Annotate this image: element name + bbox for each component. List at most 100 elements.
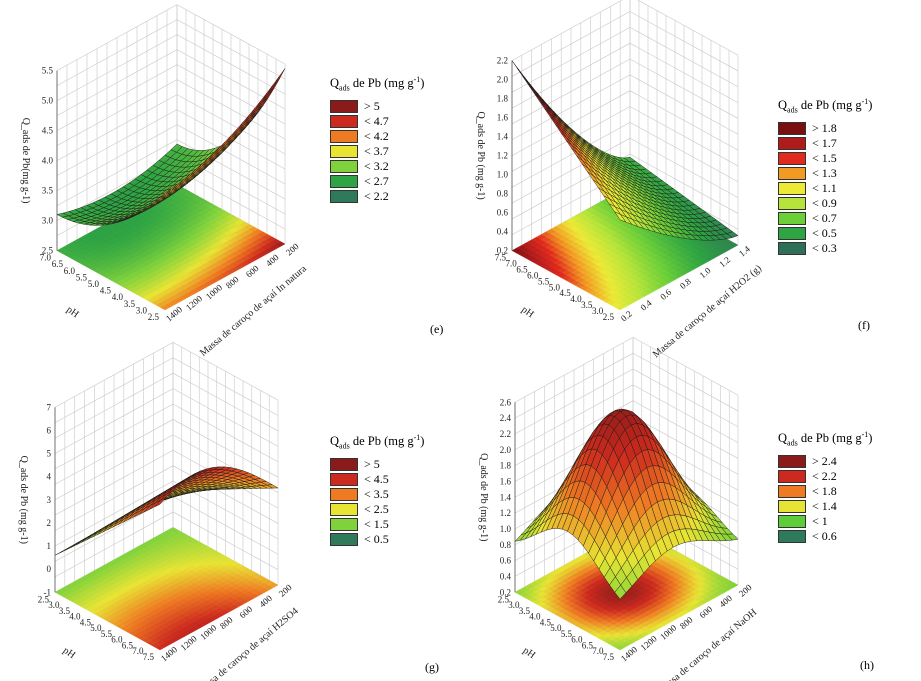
x-tick-label: 3.0 <box>592 306 604 316</box>
legend-item: < 0.5 <box>778 226 872 241</box>
legend-label: < 1.5 <box>364 516 389 531</box>
x-tick-label: 3.5 <box>59 606 71 616</box>
y-tick-label: 200 <box>277 582 294 599</box>
legend-swatch <box>778 121 806 135</box>
legend-item: < 4.5 <box>330 472 424 487</box>
x-tick-label: 4.0 <box>112 292 124 302</box>
x-tick-label: 7.5 <box>143 652 155 662</box>
panel-label-e: (e) <box>430 322 444 336</box>
z-tick-label: 1 <box>47 541 52 551</box>
x-tick-label: 4.0 <box>570 294 582 304</box>
legend-item: < 1.3 <box>778 166 872 181</box>
y-tick-label: 0.6 <box>658 287 673 302</box>
plot-group: 5.55.04.54.03.53.02.57.06.56.05.55.04.54… <box>20 4 309 359</box>
x-tick-label: 5.5 <box>538 276 550 286</box>
legend-h: Qads de Pb (mg g-1) > 2.4 < 2.2 < 1.8 < 1.4… <box>778 430 872 544</box>
x-tick-label: 3.0 <box>508 600 520 610</box>
panel-label-f: (f) <box>858 318 870 332</box>
z-tick-label: 2.4 <box>500 413 512 423</box>
x-tick-label: 6.0 <box>527 270 539 280</box>
legend-item: < 1 <box>778 514 872 529</box>
legend-item: < 0.7 <box>778 211 872 226</box>
legend-label: < 2.2 <box>364 188 389 203</box>
legend-swatch <box>330 174 358 188</box>
legend-label: < 1.3 <box>812 165 837 180</box>
legend-item: < 2.2 <box>778 469 872 484</box>
legend-item: < 2.7 <box>330 174 424 189</box>
legend-item: < 1.1 <box>778 181 872 196</box>
y-tick-label: 0.2 <box>619 309 634 324</box>
legend-label: < 3.5 <box>364 486 389 501</box>
legend-swatch <box>330 487 358 501</box>
legend-swatch <box>330 189 358 203</box>
z-tick-label: 1.8 <box>497 94 509 104</box>
z-tick-label: 2 <box>47 518 52 528</box>
plot-group: 2.22.01.81.61.41.21.00.80.60.40.27.57.06… <box>475 0 764 360</box>
legend-swatch <box>778 151 806 165</box>
x-tick-label: 5.5 <box>561 629 573 639</box>
z-tick-label: 4.5 <box>42 126 54 136</box>
z-axis-title: Q_ads de Pb (mg g-1) <box>475 111 486 199</box>
x-tick-label: 6.0 <box>111 635 123 645</box>
legend-label: < 1.1 <box>812 180 837 195</box>
legend-swatch <box>778 529 806 543</box>
x-tick-label: 4.5 <box>100 286 112 296</box>
response-surface <box>54 466 279 556</box>
z-tick-label: 2.2 <box>500 429 511 439</box>
legend-swatch <box>330 114 358 128</box>
z-tick-label: 2.2 <box>497 56 508 66</box>
x-axis-title: pH <box>521 645 537 661</box>
z-tick-label: 2.0 <box>500 445 512 455</box>
z-tick-label: 3.5 <box>42 186 54 196</box>
chart-panel-f: 2.2 2.0 1.8 1.6 1.4 1.2 1.0 0.8 0.6 0.4 0.2 7.5 7.0 6… <box>460 0 921 360</box>
legend-swatch <box>330 457 358 471</box>
x-tick-label: 3.5 <box>519 606 531 616</box>
legend-swatch <box>330 99 358 113</box>
legend-swatch <box>778 514 806 528</box>
legend-title: Qads de Pb (mg g-1) <box>330 75 425 93</box>
legend-label: > 5 <box>364 456 380 471</box>
x-tick-label: 6.0 <box>64 266 76 276</box>
plot-group: 7 6 5 4 3 2 1 0 -12.53.03.54.04.55.05.56.06.57.0… <box>18 342 301 681</box>
z-tick-label: 0 <box>47 564 52 574</box>
legend-swatch <box>778 484 806 498</box>
x-tick-label: 7.0 <box>40 253 52 263</box>
z-tick-label: 1.2 <box>500 508 511 518</box>
x-tick-label: 5.0 <box>550 623 562 633</box>
legend-item: < 1.5 <box>330 517 424 532</box>
legend-title: Qads de Pb (mg g-1) <box>330 433 425 451</box>
z-tick-label: 3 <box>47 495 52 505</box>
legend-item: > 1.8 <box>778 121 872 136</box>
x-tick-label: 6.5 <box>582 640 594 650</box>
z-tick-label: 1.4 <box>500 492 512 502</box>
legend-item: < 4.7 <box>330 114 424 129</box>
legend-swatch <box>778 469 806 483</box>
legend-label: < 4.2 <box>364 128 389 143</box>
response-surface <box>511 60 739 241</box>
chart-panel-g: 7 6 5 4 3 2 1 0 -1 2.5 3.0 3.5 4.0 4.5 5.0 5.5 6.0 6.5 7.0… <box>0 340 460 681</box>
legend-label: < 0.5 <box>812 225 837 240</box>
legend-label: < 1.8 <box>812 483 837 498</box>
x-tick-label: 6.5 <box>52 259 64 269</box>
x-tick-label: 3.0 <box>136 305 148 315</box>
z-tick-label: 2.5 <box>42 246 54 256</box>
x-tick-label: 7.5 <box>603 652 615 662</box>
legend-label: < 2.2 <box>812 468 837 483</box>
z-tick-label: 1.6 <box>497 113 509 123</box>
z-tick-label: 5.5 <box>42 66 54 76</box>
legend-item: < 2.2 <box>330 189 424 204</box>
x-tick-label: 6.5 <box>516 264 528 274</box>
z-tick-label: 0.6 <box>497 208 509 218</box>
legend-swatch <box>330 517 358 531</box>
back-wall-grid <box>56 4 286 251</box>
x-tick-label: 4.0 <box>529 612 541 622</box>
z-tick-label: 0.6 <box>500 556 512 566</box>
legend-label: < 4.7 <box>364 113 389 128</box>
legend-label: < 0.7 <box>812 210 837 225</box>
x-tick-label: 4.0 <box>69 612 81 622</box>
legend-label: < 0.5 <box>364 531 389 546</box>
legend-item: < 1.5 <box>778 151 872 166</box>
legend-item: > 5 <box>330 99 424 114</box>
legend-swatch <box>330 532 358 546</box>
x-tick-label: 5.5 <box>76 272 88 282</box>
